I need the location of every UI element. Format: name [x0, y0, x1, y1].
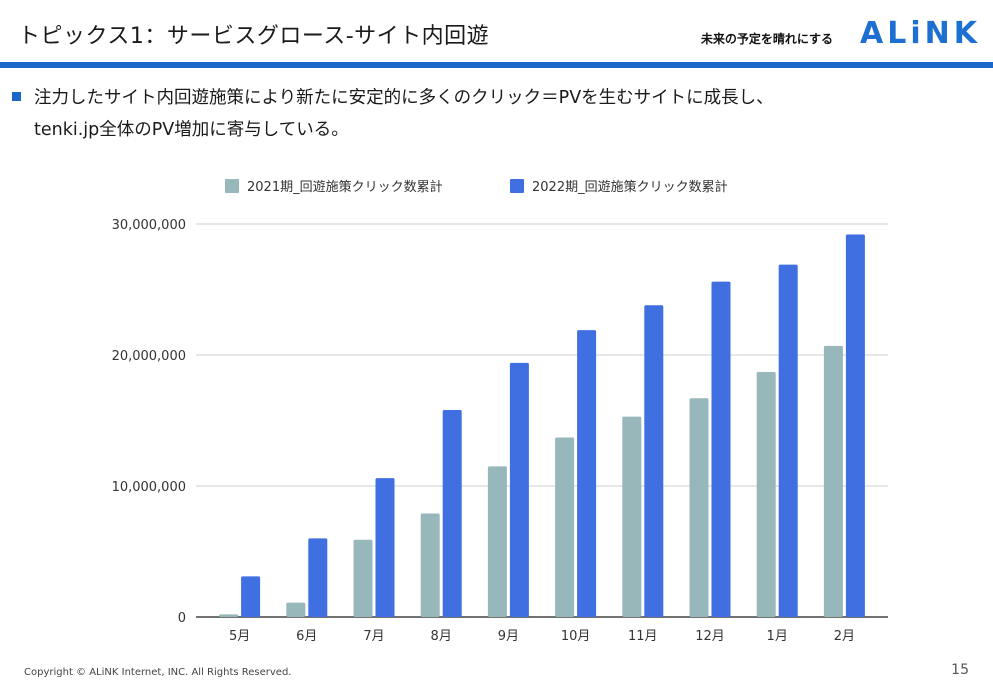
- x-tick-label: 8月: [431, 629, 452, 644]
- bar-2022: [375, 478, 395, 617]
- bar-2021: [622, 416, 642, 617]
- bar-2021: [555, 437, 575, 617]
- x-tick-label: 9月: [498, 629, 519, 644]
- bar-2021: [420, 513, 440, 617]
- bar-2022: [644, 305, 664, 617]
- bar-2021: [487, 466, 507, 617]
- copyright-text: Copyright © ALiNK Internet, INC. All Rig…: [24, 667, 292, 678]
- x-tick-label: 11月: [628, 629, 658, 644]
- chart-legend: 2021期_回遊施策クリック数累計 2022期_回遊施策クリック数累計: [225, 179, 728, 195]
- legend-swatch: [510, 179, 524, 193]
- y-axis-ticks: 0 10,000,000 20,000,000 30,000,000: [112, 218, 186, 626]
- legend-swatch: [225, 179, 239, 193]
- header-divider: [0, 62, 993, 68]
- bar-2022: [577, 330, 597, 617]
- x-tick-label: 6月: [296, 629, 317, 644]
- x-axis-ticks: 5月 6月 7月 8月 9月 10月 11月 12月 1月 2月: [229, 629, 855, 644]
- bar-2021: [756, 372, 776, 617]
- y-tick-label: 0: [178, 611, 186, 626]
- y-tick-label: 10,000,000: [112, 480, 186, 495]
- bar-2021: [353, 539, 373, 617]
- bar-2021: [219, 614, 239, 617]
- bar-2021: [689, 398, 709, 617]
- bar-2021: [286, 602, 306, 617]
- x-tick-label: 1月: [767, 629, 788, 644]
- bar-2022: [711, 281, 731, 617]
- bar-2021: [823, 345, 843, 617]
- x-tick-label: 7月: [363, 629, 384, 644]
- x-tick-label: 10月: [561, 629, 591, 644]
- x-tick-label: 2月: [834, 629, 855, 644]
- summary-line-2: tenki.jp全体のPV増加に寄与している。: [34, 120, 349, 140]
- page-number: 15: [951, 662, 969, 678]
- y-tick-label: 30,000,000: [112, 218, 186, 233]
- x-tick-label: 12月: [695, 629, 725, 644]
- legend-label: 2022期_回遊施策クリック数累計: [532, 179, 728, 195]
- x-tick-label: 5月: [229, 629, 250, 644]
- bullet-square-icon: [12, 92, 21, 101]
- tagline: 未来の予定を晴れにする: [700, 32, 833, 46]
- legend-label: 2021期_回遊施策クリック数累計: [247, 179, 443, 195]
- chart-bars: [219, 234, 865, 618]
- bar-2022: [845, 234, 865, 618]
- bar-2022: [308, 538, 328, 617]
- bar-2022: [442, 410, 462, 617]
- bar-2022: [241, 576, 261, 617]
- page-title: トピックス1：サービスグロース-サイト内回遊: [18, 24, 490, 49]
- alink-logo: ALiNK: [860, 16, 981, 51]
- summary-text: 注力したサイト内回遊施策により新たに安定的に多くのクリック＝PVを生むサイトに成…: [34, 82, 974, 146]
- y-tick-label: 20,000,000: [112, 349, 186, 364]
- summary-line-1: 注力したサイト内回遊施策により新たに安定的に多くのクリック＝PVを生むサイトに成…: [34, 88, 774, 108]
- bar-2022: [509, 362, 529, 617]
- bar-2022: [778, 264, 798, 617]
